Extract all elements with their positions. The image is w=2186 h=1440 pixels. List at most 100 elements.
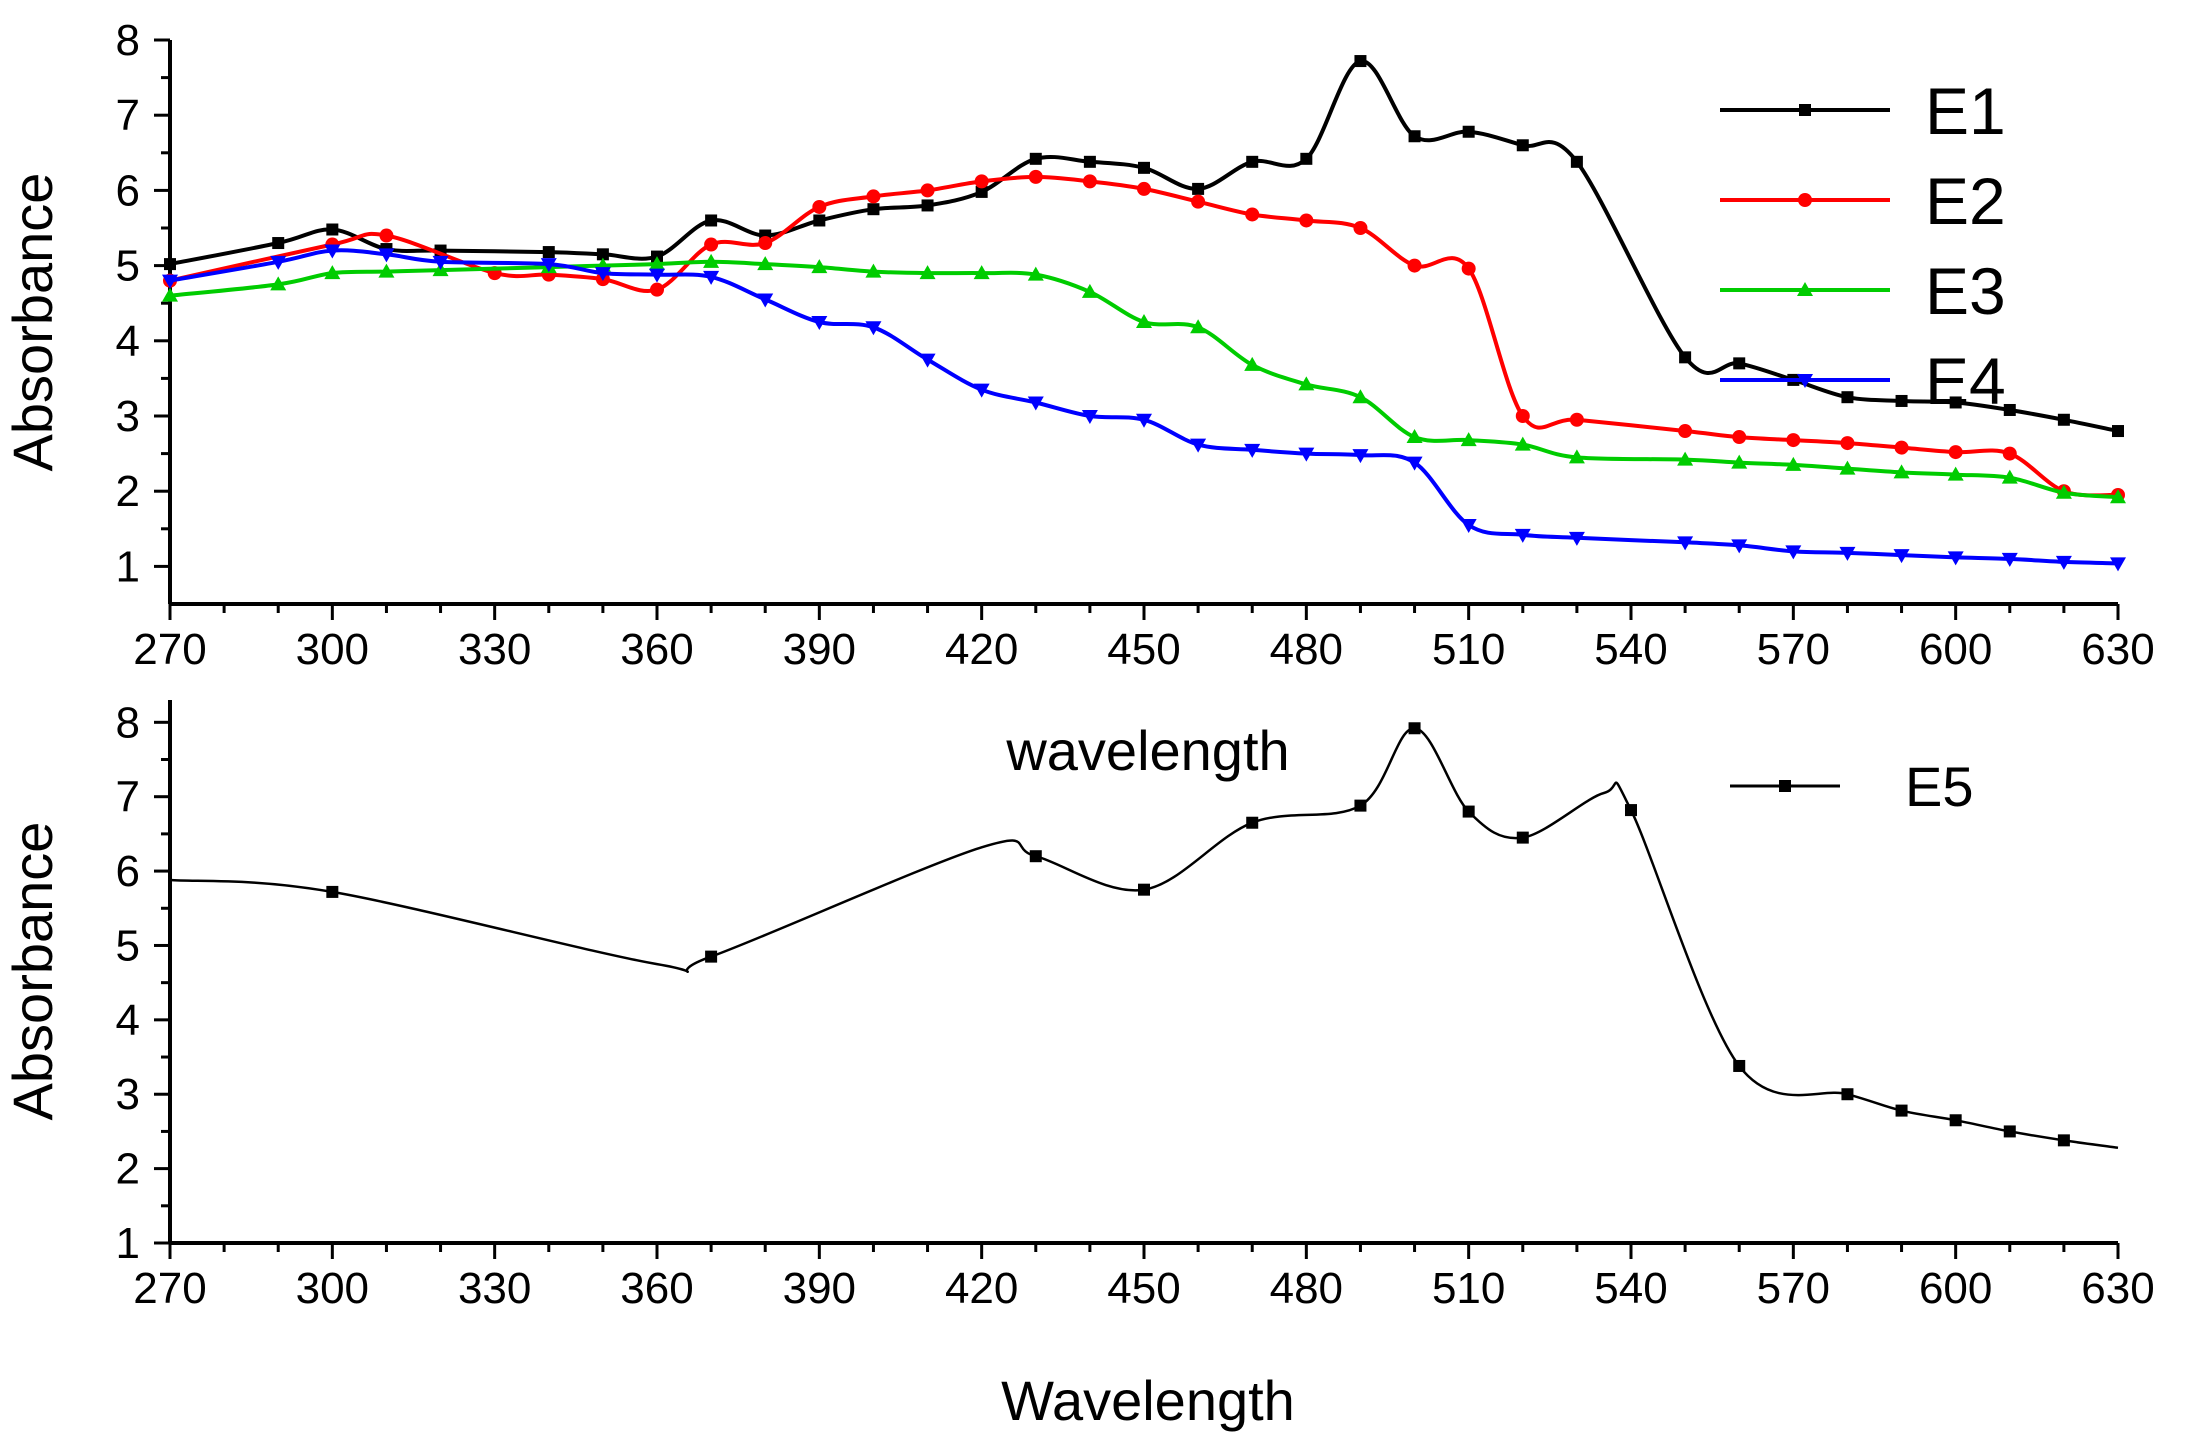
data-point-e2 [650, 282, 664, 297]
data-point-e4 [1731, 539, 1748, 554]
data-point-e5 [1733, 1059, 1746, 1072]
data-point-e3 [162, 287, 178, 302]
data-point-e4 [2055, 555, 2072, 570]
data-point-e1 [1570, 155, 1583, 168]
data-point-e2 [1299, 213, 1314, 228]
x-tick-label: 390 [783, 1264, 856, 1313]
data-point-e4 [1136, 413, 1152, 428]
data-point-e2 [1840, 436, 1855, 451]
data-point-e4 [757, 293, 774, 308]
data-point-e5 [1138, 883, 1150, 896]
x-tick-label: 570 [1757, 625, 1830, 674]
data-point-e3 [973, 265, 990, 280]
data-point-e2 [1461, 261, 1476, 276]
y-tick-label: 5 [116, 242, 140, 291]
x-axis-title: wavelength [1005, 719, 1289, 782]
x-tick-label: 360 [620, 1264, 693, 1313]
data-point-e3 [270, 276, 287, 291]
data-point-e3 [1731, 454, 1748, 469]
data-point-e4 [1514, 528, 1531, 543]
data-point-e2 [1515, 409, 1530, 423]
data-point-e4 [865, 321, 882, 336]
x-tick-label: 450 [1107, 625, 1180, 674]
data-point-e1 [1138, 161, 1150, 174]
data-point-e3 [2001, 469, 2018, 484]
data-point-e3 [919, 265, 936, 280]
legend-entry-e3: E3 [1720, 254, 2006, 328]
data-point-e5 [1246, 816, 1259, 829]
legend-entry-e5: E5 [1730, 755, 1974, 818]
data-point-e2 [866, 189, 881, 204]
data-point-e1 [1895, 394, 1908, 407]
data-point-e5 [2003, 1125, 2016, 1138]
y-tick-label: 4 [116, 317, 140, 366]
x-tick-label: 420 [945, 1264, 1018, 1313]
y-axis-title: Absorbance [1, 822, 64, 1121]
x-tick-label: 540 [1594, 625, 1667, 674]
data-point-e3 [811, 259, 828, 274]
x-tick-label: 300 [296, 1264, 369, 1313]
x-tick-label: 510 [1432, 1264, 1505, 1313]
data-point-e5 [1841, 1088, 1854, 1101]
data-point-e3 [378, 263, 395, 278]
x-tick-label: 630 [2081, 1264, 2154, 1313]
x-tick-label: 390 [783, 625, 856, 674]
x-tick-label: 540 [1594, 1264, 1667, 1313]
data-point-e3 [1947, 466, 1964, 481]
data-point-e1 [1246, 155, 1259, 168]
data-point-e1 [1733, 357, 1746, 370]
y-tick-label: 8 [116, 16, 140, 65]
data-point-e4 [2110, 557, 2126, 572]
data-point-e2 [1407, 258, 1422, 273]
data-point-e3 [1406, 429, 1423, 444]
y-tick-label: 6 [116, 847, 140, 896]
data-point-e2 [974, 174, 989, 189]
data-point-e1 [813, 214, 826, 227]
data-point-e3 [1136, 314, 1152, 328]
data-point-e4 [649, 268, 665, 283]
data-point-e2 [1028, 169, 1043, 184]
data-point-e1 [1408, 130, 1421, 143]
x-tick-label: 510 [1432, 625, 1505, 674]
data-point-e1 [2003, 403, 2016, 416]
data-point-e3 [1677, 451, 1694, 466]
data-point-e3 [1081, 283, 1098, 298]
data-point-e4 [432, 255, 449, 270]
legend-entry-e4: E4 [1720, 344, 2006, 418]
series-line-e4 [169, 248, 2119, 566]
x-tick-label: 300 [296, 625, 369, 674]
legend-label: E5 [1905, 755, 1974, 818]
y-tick-label: 7 [116, 91, 140, 140]
data-point-e1 [1354, 55, 1367, 68]
chart-panel-1: 270 300 330 360 390 420 450 480 510 540 570 600 630 1… [1, 16, 2155, 782]
data-point-e4 [1352, 449, 1369, 464]
data-point-e3 [1352, 389, 1369, 404]
y-tick-label: 5 [116, 921, 140, 970]
series-e2 [163, 169, 2125, 502]
data-point-e2 [379, 228, 394, 243]
data-point-e4 [973, 383, 990, 398]
data-point-e1 [326, 223, 339, 236]
data-point-e4 [1839, 546, 1856, 561]
data-point-e2 [1353, 221, 1368, 235]
legend-label: E3 [1925, 254, 2006, 328]
data-point-e4 [919, 353, 936, 368]
x-tick-label: 420 [945, 625, 1018, 674]
data-point-e5 [1462, 805, 1475, 818]
data-point-e4 [378, 248, 395, 263]
x-tick-label: 480 [1270, 1264, 1343, 1313]
x-tick-label: 630 [2081, 625, 2154, 674]
data-point-e4 [1677, 536, 1694, 551]
data-point-e4 [594, 267, 611, 282]
data-point-e1 [164, 258, 176, 271]
legend-entry-e2: E2 [1720, 164, 2006, 238]
data-point-e5 [326, 885, 339, 898]
series-e4 [162, 244, 2126, 572]
y-tick-label: 3 [116, 1070, 140, 1119]
data-point-e1 [1029, 152, 1042, 165]
data-point-e3 [1893, 464, 1910, 479]
data-point-e2 [1137, 181, 1151, 196]
data-point-e1 [1949, 396, 1962, 409]
data-point-e3 [1460, 432, 1477, 447]
